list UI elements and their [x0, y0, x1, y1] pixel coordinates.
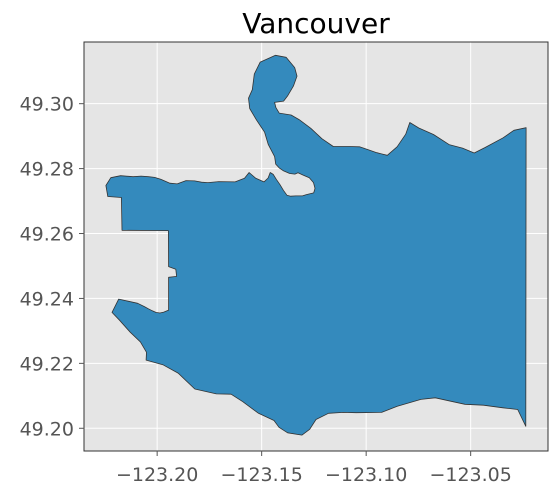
y-axis-ticks: 49.20 49.22 49.24 49.26 49.28 49.30 [20, 94, 84, 440]
y-tick-label: 49.20 [20, 418, 74, 440]
x-tick-label: −123.15 [220, 464, 302, 486]
x-tick-label: −123.05 [429, 464, 511, 486]
x-tick-label: −123.20 [116, 464, 198, 486]
y-tick-label: 49.28 [20, 159, 74, 181]
x-tick-label: −123.10 [325, 464, 407, 486]
y-tick-label: 49.26 [20, 224, 74, 246]
y-tick-label: 49.22 [20, 353, 74, 375]
y-tick-label: 49.30 [20, 94, 74, 116]
x-axis-ticks: −123.20 −123.15 −123.10 −123.05 [116, 451, 512, 486]
map-title: Vancouver [242, 7, 390, 40]
y-tick-label: 49.24 [20, 288, 74, 310]
axes-frame [83, 41, 549, 452]
vancouver-region [105, 54, 527, 436]
